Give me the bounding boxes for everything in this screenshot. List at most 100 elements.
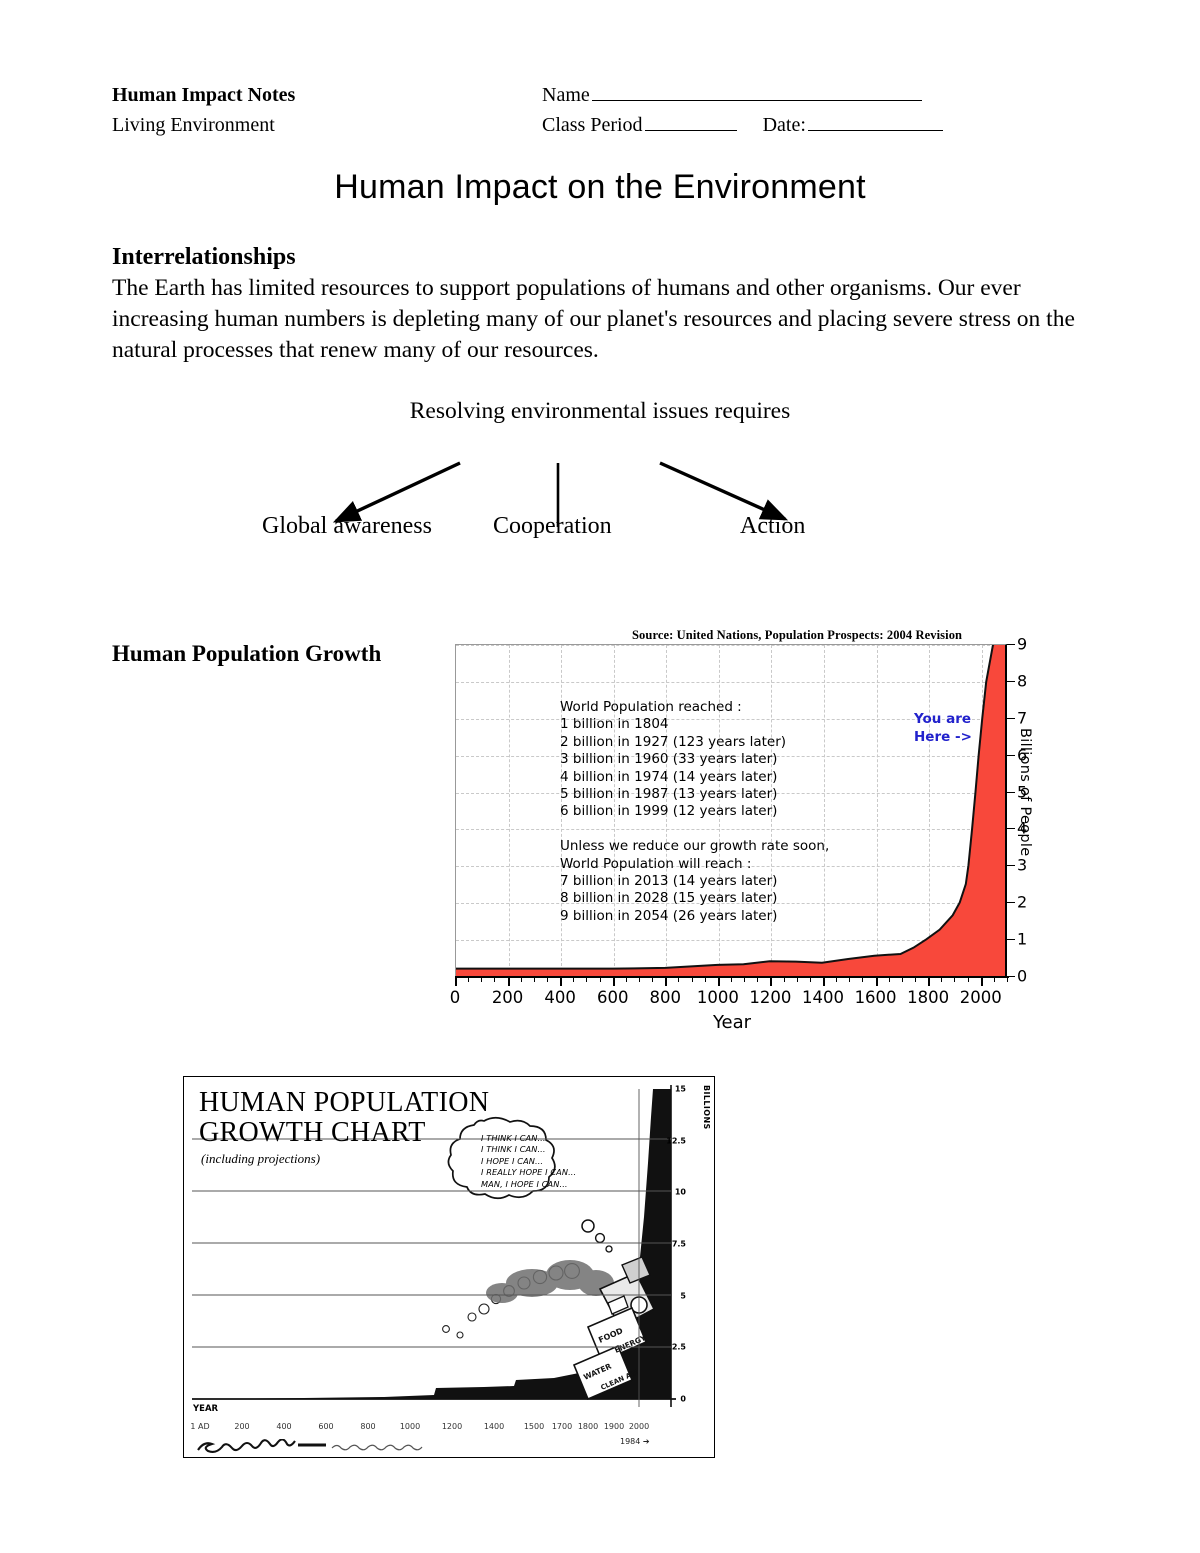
- gridline-vertical: [666, 645, 668, 976]
- x-tick-major: [875, 976, 878, 986]
- gridline-vertical: [613, 645, 615, 976]
- y-tick-mark: [1007, 791, 1015, 793]
- cartoon-x-tick-label: 1400: [483, 1422, 505, 1431]
- y-tick-mark: [1007, 939, 1015, 941]
- x-tick-minor: [901, 976, 903, 982]
- x-tick-label: 1200: [749, 988, 792, 1007]
- x-tick-label: 1000: [696, 988, 739, 1007]
- x-tick-minor: [573, 976, 575, 982]
- y-tick-label: 1: [1017, 929, 1028, 949]
- chart-plot-area: World Population reached : 1 billion in …: [455, 644, 1007, 976]
- x-tick-minor: [533, 976, 535, 982]
- x-tick-label: 1400: [802, 988, 844, 1007]
- chart-y-axis: 0 1 2 3 4 5 6 7 8 9: [1007, 635, 1047, 986]
- cartoon-signature: [197, 1439, 423, 1453]
- x-tick-minor: [1007, 976, 1008, 982]
- chart-x-axis-labels: 0 200 400 600 800 1000 1200 1400 1600 1800 2000: [450, 988, 1009, 1012]
- x-tick-major: [980, 976, 983, 986]
- x-tick-label: 1600: [854, 988, 897, 1007]
- x-tick-minor: [468, 976, 470, 982]
- x-tick-major: [612, 976, 615, 986]
- branch-label-action: Action: [740, 513, 806, 539]
- x-tick-minor: [678, 976, 680, 982]
- gridline-horizontal: [456, 792, 1005, 794]
- cartoon-x-tick-label: 400: [276, 1422, 292, 1431]
- x-tick-label: 400: [544, 988, 576, 1007]
- x-tick-major: [507, 976, 510, 986]
- x-tick-label: 1800: [907, 988, 950, 1007]
- chart-source-caption: Source: United Nations, Population Prosp…: [632, 628, 963, 642]
- cartoon-y-tick-label: 0: [680, 1394, 686, 1404]
- cartoon-x-tick-label: 2000: [628, 1422, 650, 1431]
- cartoon-y-axis-ticks: 0 2.5 5 7.5 10 12.5 15: [666, 1083, 708, 1423]
- smoke-cloud: [486, 1260, 614, 1303]
- gridline-horizontal: [456, 681, 1005, 683]
- y-tick-label: 9: [1017, 634, 1028, 654]
- cartoon-y-tick-label: 10: [674, 1187, 686, 1197]
- gridline-vertical: [771, 645, 773, 976]
- x-tick-minor: [625, 976, 627, 982]
- y-tick-mark: [1007, 865, 1015, 867]
- x-tick-label: 200: [491, 988, 524, 1007]
- cartoon-y-tick-label: 7.5: [671, 1239, 686, 1249]
- date-input-line[interactable]: [807, 114, 943, 131]
- x-tick-minor: [783, 976, 785, 982]
- header-row-2: Living Environment Class Period Date:: [112, 114, 1088, 144]
- x-tick-minor: [639, 976, 640, 982]
- x-tick-minor: [915, 976, 916, 982]
- x-tick-minor: [993, 976, 995, 982]
- y-tick-label: 6: [1017, 745, 1028, 765]
- gridline-vertical: [929, 645, 931, 976]
- gridline-horizontal: [456, 829, 1005, 831]
- x-tick-minor: [744, 976, 746, 982]
- cartoon-x-tick-label: 800: [360, 1422, 376, 1431]
- y-tick-mark: [1007, 644, 1015, 645]
- population-growth-chart: Source: United Nations, Population Prosp…: [447, 628, 1052, 1033]
- x-tick-label: 2000: [959, 988, 1002, 1007]
- x-tick-minor: [599, 976, 601, 982]
- cartoon-x-tick-label: 200: [234, 1422, 250, 1431]
- date-label: Date:: [762, 114, 806, 136]
- class-period-input-line[interactable]: [644, 114, 737, 131]
- name-input-line[interactable]: [591, 84, 922, 101]
- population-growth-heading: Human Population Growth: [112, 641, 382, 666]
- doc-label: Human Impact Notes: [112, 84, 296, 106]
- y-tick-label: 2: [1017, 892, 1028, 912]
- x-tick-minor: [520, 976, 522, 982]
- gridline-vertical: [824, 645, 825, 976]
- header-row-1: Human Impact Notes Name: [112, 84, 1088, 114]
- name-field-group: Name: [542, 84, 922, 107]
- cartoon-x-axis-title: YEAR: [193, 1404, 219, 1414]
- population-area-fill: [456, 645, 1005, 976]
- chart-x-axis-title: Year: [712, 1012, 752, 1033]
- x-tick-minor: [731, 976, 732, 982]
- x-tick-minor: [796, 976, 798, 982]
- cartoon-y-tick-label: 2.5: [671, 1342, 686, 1352]
- gridline-horizontal: [456, 903, 1005, 905]
- branch-label-cooperation: Cooperation: [493, 513, 612, 539]
- branch-label-global-awareness: Global awareness: [262, 513, 432, 539]
- cartoon-x-tick-label: 1200: [441, 1422, 463, 1431]
- x-tick-minor: [862, 976, 864, 982]
- resolving-prompt: Resolving environmental issues requires: [409, 398, 791, 424]
- gridline-vertical: [876, 645, 878, 976]
- x-tick-major: [928, 976, 931, 986]
- x-tick-label: 600: [596, 988, 629, 1007]
- x-tick-minor: [494, 976, 496, 982]
- cartoon-y-tick-label: 15: [674, 1084, 686, 1094]
- gridline-vertical: [718, 645, 720, 976]
- x-tick-minor: [836, 976, 838, 982]
- chart-milestones-annotation: World Population reached : 1 billion in …: [560, 699, 830, 924]
- x-tick-major: [455, 976, 457, 986]
- x-tick-major: [823, 976, 825, 986]
- x-tick-minor: [954, 976, 956, 982]
- cartoon-x-tick-label: 1800: [577, 1422, 599, 1431]
- x-tick-minor: [757, 976, 759, 982]
- name-label: Name: [542, 84, 590, 106]
- x-tick-minor: [967, 976, 969, 982]
- x-tick-major: [770, 976, 773, 986]
- gridline-vertical: [561, 645, 563, 976]
- x-tick-label: 0: [449, 988, 461, 1007]
- course-label: Living Environment: [112, 114, 275, 136]
- arrow-to-global-awareness: [332, 461, 461, 523]
